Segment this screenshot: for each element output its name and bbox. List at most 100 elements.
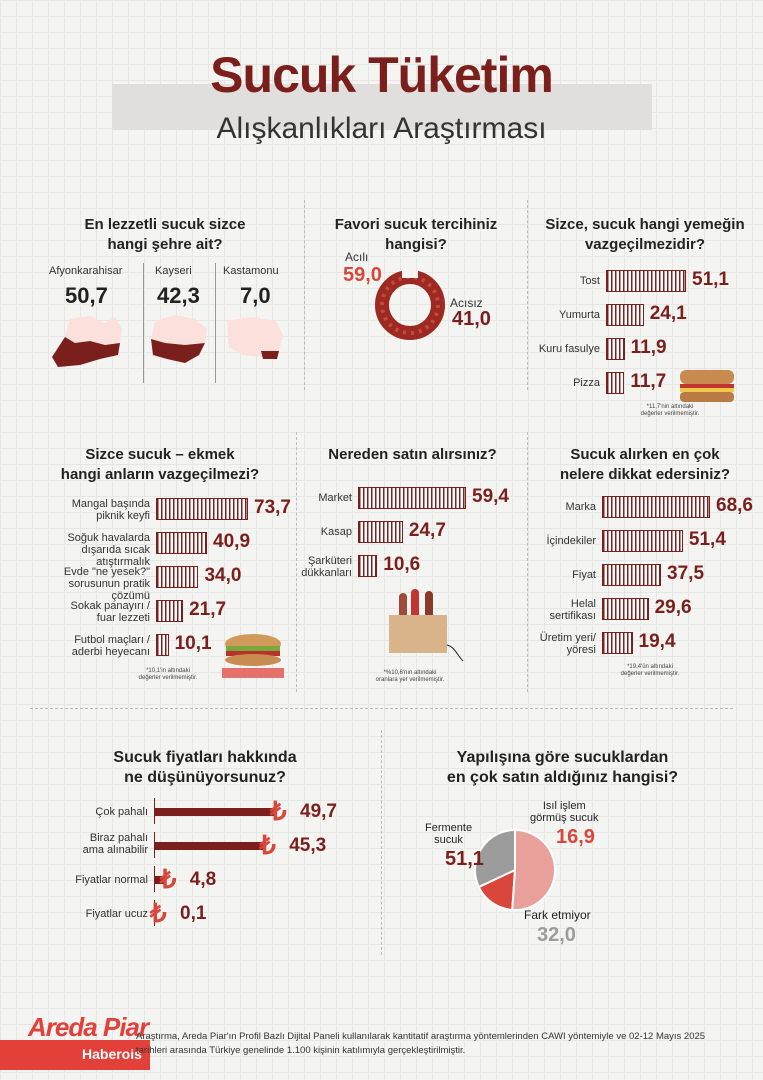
lira-icon: ₺ [270, 796, 287, 826]
q2-question: Favori sucuk tercihiniz hangisi? [334, 216, 498, 253]
bar-value: 34,0 [204, 565, 242, 586]
bar-label: Şarküteri dükkanları [301, 555, 352, 579]
divider [304, 200, 305, 390]
bar-value: 10,1 [174, 633, 212, 654]
q7-chart: Çok pahalı ₺ 49,7 Biraz pahalı ama alınabili… [30, 796, 370, 940]
bar-value: 19,4 [638, 631, 676, 652]
bar [602, 496, 710, 518]
bar [156, 532, 208, 554]
q1-cities: Afyonkarahisar 50,7 Kayseri 42,3 Kastamo… [45, 263, 290, 383]
pie-chart [474, 828, 556, 911]
city-label: Afyonkarahisar [49, 265, 123, 277]
footer-band [0, 1040, 150, 1070]
areda-logo: Areda Piar [28, 1012, 149, 1042]
kayseri-map-icon [151, 315, 207, 363]
q3-question: Sizce, sucuk hangi yemeğin vazgeçilmezidi… [545, 216, 745, 253]
lira-icon: ₺ [259, 830, 276, 860]
bar [606, 338, 625, 360]
page-subtitle: Alışkanlıkları Araştırması [216, 112, 547, 145]
afyon-map-icon [52, 316, 122, 367]
pie-label-fermente: Fermente sucuk [425, 822, 473, 846]
q5-note: *%10,6'nın altındaki oranlara yer verilme… [375, 670, 445, 683]
bar-label: Yumurta [559, 309, 600, 321]
bar-label: Sokak panayırı / fuar lezzeti [70, 600, 151, 624]
bar [358, 521, 403, 543]
q3-chart: Tost 51,1 Yumurta 24,1 Kuru fasulye 11,9 Pizza… [530, 269, 760, 420]
bar [606, 304, 644, 326]
bar [358, 487, 466, 509]
city-label: Kastamonu [223, 265, 279, 277]
pie-value-isil: 16,9 [556, 826, 595, 848]
city-value: 7,0 [240, 283, 271, 308]
divider [215, 263, 216, 383]
bar-value: 29,6 [654, 597, 692, 618]
city-label: Kayseri [155, 265, 192, 277]
q3-note: *11,7'nin altındaki değerler verilmemişti… [640, 404, 700, 417]
q6-chart: Marka 68,6 İçindekiler 51,4 Fiyat 37,5 Helal se… [530, 495, 763, 666]
grocery-bag-icon [389, 589, 464, 662]
bar-value: 37,5 [667, 563, 705, 584]
bar-value: 11,9 [630, 337, 667, 358]
q4-note: *10,1'in altındaki değerler verilmemiştir… [138, 668, 198, 681]
bar [606, 270, 686, 292]
q4-chart: Mangal başında piknik keyfi 73,7 Soğuk hava… [30, 497, 295, 668]
divider [30, 708, 733, 709]
bar-value: 40,9 [213, 531, 251, 552]
bar-label: Kasap [320, 526, 352, 538]
acisiz-label: Acısız [450, 296, 483, 310]
bar [154, 808, 276, 816]
bar [358, 555, 378, 577]
bar-value: 68,6 [716, 495, 753, 516]
q5-chart: Market 59,4 Kasap 24,7 Şarküteri dükkanları 10… [300, 486, 525, 587]
bar-label: Helal sertifikası [549, 598, 596, 622]
bar-value: 11,7 [630, 371, 667, 392]
lira-icon: ₺ [159, 864, 177, 894]
acili-value: 59,0 [343, 264, 382, 286]
bar-value: 24,1 [649, 303, 687, 324]
bar [602, 564, 662, 586]
bar-value: 4,8 [189, 869, 217, 890]
bar [602, 632, 633, 654]
kastamonu-map-icon [227, 317, 283, 359]
q4-question: Sizce sucuk – ekmek hangi anların vazgeçi… [60, 446, 260, 483]
haberois-brand: Haberois [82, 1046, 142, 1062]
bar [154, 876, 166, 884]
acili-label: Acılı [345, 250, 369, 264]
bar-label: Fiyat [572, 569, 596, 581]
bar-label: Biraz pahalı ama alınabilir [82, 832, 148, 856]
footer-text: Araştırma, Areda Piar'ın Profil Bazlı Di… [136, 1031, 706, 1056]
bar-label: Evde "ne yesek?" sorusunun pratik çözümü [63, 566, 150, 602]
pie-value-fark: 32,0 [537, 924, 576, 946]
q6-question: Sucuk alırken en çok nelere dikkat edersi… [559, 446, 731, 483]
bar-value: 45,3 [289, 835, 327, 856]
city-value: 42,3 [157, 283, 200, 308]
bar-value: 24,7 [408, 520, 446, 541]
divider [527, 432, 528, 692]
bar-value: 73,7 [254, 497, 291, 518]
bar-value: 49,7 [300, 801, 337, 822]
bar [154, 910, 156, 918]
divider [527, 200, 528, 390]
bar-label: Mangal başında piknik keyfi [71, 498, 150, 522]
bar [156, 600, 184, 622]
pie-slice [511, 828, 556, 911]
pie-label-fark: Fark etmiyor [524, 908, 591, 922]
bar [156, 634, 169, 656]
bar-label: Futbol maçları / aderbi heyecanı [71, 634, 150, 658]
bar [154, 842, 266, 850]
q1-question: En lezzetli sucuk sizce hangi şehre ait? [84, 216, 246, 253]
page-title: Sucuk Tüketim [210, 47, 554, 103]
bar-label: İçindekiler [546, 535, 596, 547]
bar [602, 530, 683, 552]
bar-value: 0,1 [180, 903, 207, 924]
q5-question: Nereden satın alırsınız? [328, 446, 497, 463]
acisiz-value: 41,0 [452, 308, 491, 330]
q7-question: Sucuk fiyatları hakkında ne düşünüyorsunu… [113, 749, 297, 786]
bar-label: Çok pahalı [95, 806, 148, 818]
bar-value: 59,4 [472, 486, 509, 507]
bar-label: Fiyatlar normal [75, 874, 148, 886]
bar-label: Fiyatlar ucuz [85, 908, 148, 920]
bar-label: Soğuk havalarda dışarıda sıcak atıştırmal… [67, 532, 150, 568]
divider [381, 730, 382, 955]
divider [143, 263, 144, 383]
